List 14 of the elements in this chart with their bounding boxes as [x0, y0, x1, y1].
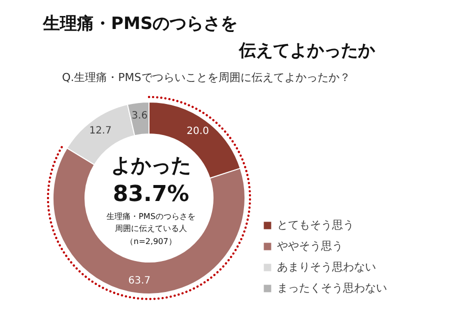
legend-label: あまりそう思わない: [277, 260, 376, 274]
legend-label: ややそう思う: [277, 240, 343, 252]
data-label: 3.6: [132, 110, 148, 122]
chart-title: 生理痛・PMSのつらさを伝えてよかったか: [42, 14, 376, 61]
legend-label: まったくそう思わない: [277, 282, 387, 294]
text: よかった: [111, 153, 191, 177]
data-label: 20.0: [186, 126, 209, 137]
data-label: 12.7: [89, 126, 112, 137]
legend-label: とてもそう思う: [277, 218, 354, 232]
text: 83.7%: [112, 182, 190, 207]
data-label: 63.7: [128, 275, 151, 286]
text: （n=2,907）: [126, 237, 176, 246]
chart-subtitle: Q.生理痛・PMSでつらいことを周囲に伝えてよかったか？: [62, 71, 350, 84]
text: 生理痛・PMSのつらさを周囲に伝えている人: [106, 212, 196, 233]
